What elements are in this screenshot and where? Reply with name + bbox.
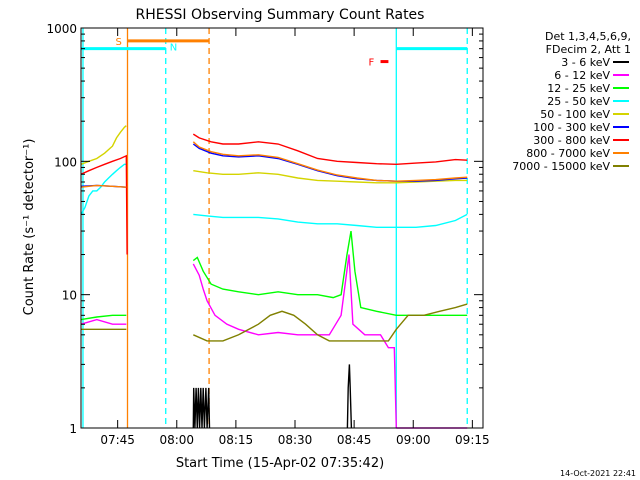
series-line-3-1 bbox=[193, 213, 468, 229]
x-tick-label-0: 07:45 bbox=[100, 433, 135, 447]
x-tick-label-6: 09:15 bbox=[455, 433, 490, 447]
y-tick-label-3: 1000 bbox=[46, 22, 77, 36]
legend-label-5: 100 - 300 keV bbox=[533, 121, 610, 134]
x-tick-label-3: 08:30 bbox=[278, 433, 313, 447]
legend-label-2: 12 - 25 keV bbox=[547, 82, 610, 95]
annotation-label-s: S bbox=[116, 37, 122, 48]
series-line-7-0 bbox=[80, 184, 127, 188]
x-axis-label: Start Time (15-Apr-02 07:35:42) bbox=[176, 456, 384, 471]
legend-label-3: 25 - 50 keV bbox=[547, 95, 610, 108]
series-line-0-0 bbox=[192, 387, 211, 429]
series-line-4-0 bbox=[80, 125, 127, 165]
series-line-2-1 bbox=[192, 230, 468, 316]
y-axis: 1 10 100 1000 bbox=[46, 22, 483, 436]
y-tick-label-0: 1 bbox=[69, 422, 77, 436]
legend-header-1: FDecim 2, Att 1 bbox=[546, 43, 631, 56]
y-tick-label-2: 100 bbox=[54, 155, 77, 169]
y-tick-label-1: 10 bbox=[62, 289, 77, 303]
series-line-0-1 bbox=[346, 364, 353, 429]
legend-label-7: 800 - 7000 keV bbox=[526, 147, 610, 160]
annotation-label-f: F bbox=[369, 58, 375, 69]
legend-label-4: 50 - 100 keV bbox=[540, 108, 610, 121]
series-line-7-1 bbox=[192, 141, 468, 182]
legend: Det 1,3,4,5,6,9,FDecim 2, Att 13 - 6 keV… bbox=[512, 30, 631, 173]
x-tick-label-4: 08:45 bbox=[337, 433, 372, 447]
annotation-label-n: N bbox=[170, 43, 177, 54]
series-line-6-0 bbox=[80, 154, 128, 255]
series-line-4-1 bbox=[193, 170, 468, 184]
chart-title: RHESSI Observing Summary Count Rates bbox=[136, 7, 425, 23]
x-tick-label-2: 08:15 bbox=[219, 433, 254, 447]
x-tick-label-1: 08:00 bbox=[159, 433, 194, 447]
series-line-2-0 bbox=[80, 314, 127, 321]
legend-label-1: 6 - 12 keV bbox=[554, 69, 610, 82]
series-line-6-1 bbox=[192, 133, 468, 166]
series-line-8-1 bbox=[193, 303, 468, 342]
legend-label-0: 3 - 6 keV bbox=[561, 56, 610, 69]
x-tick-label-5: 09:00 bbox=[396, 433, 431, 447]
series-line-3-0 bbox=[80, 163, 127, 215]
x-axis: 07:45 08:00 08:15 08:30 08:45 09:00 09:15 bbox=[100, 28, 490, 447]
plot-frame bbox=[80, 27, 484, 429]
legend-label-8: 7000 - 15000 keV bbox=[512, 160, 610, 173]
plot-area: S N F bbox=[80, 28, 468, 429]
y-axis-label: Count Rate (s⁻¹ detector⁻¹) bbox=[22, 139, 37, 316]
series-line-1-0 bbox=[80, 318, 127, 325]
generation-timestamp: 14-Oct-2021 22:41 bbox=[560, 469, 636, 478]
legend-header-0: Det 1,3,4,5,6,9, bbox=[545, 30, 631, 43]
series-line-1-1 bbox=[192, 254, 397, 429]
legend-label-6: 300 - 800 keV bbox=[533, 134, 610, 147]
